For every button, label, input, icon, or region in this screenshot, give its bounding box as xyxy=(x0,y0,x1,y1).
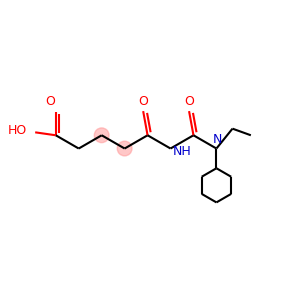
Text: HO: HO xyxy=(8,124,27,137)
Text: O: O xyxy=(184,94,194,108)
Text: O: O xyxy=(46,95,56,108)
Text: O: O xyxy=(138,94,148,108)
Circle shape xyxy=(117,141,132,156)
Text: NH: NH xyxy=(172,145,191,158)
Circle shape xyxy=(94,128,109,142)
Text: N: N xyxy=(212,133,222,146)
